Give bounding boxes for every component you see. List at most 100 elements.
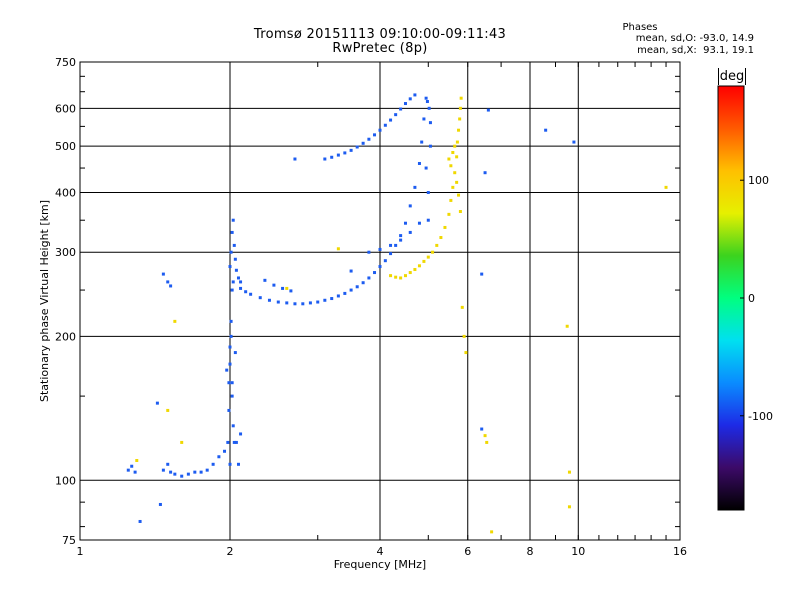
data-point — [408, 230, 412, 234]
data-point — [428, 144, 432, 148]
data-point — [367, 137, 371, 141]
data-point — [233, 351, 237, 355]
data-point — [349, 148, 353, 152]
data-point — [460, 305, 464, 309]
x-tick-label: 16 — [673, 545, 687, 558]
data-point — [453, 144, 457, 148]
data-point — [426, 218, 430, 222]
data-point — [422, 117, 426, 121]
data-point — [458, 117, 462, 121]
data-point — [403, 221, 407, 225]
data-point — [408, 97, 412, 101]
data-point — [330, 297, 334, 301]
data-point — [228, 265, 232, 269]
data-point — [378, 247, 382, 251]
data-point — [336, 294, 340, 298]
data-point — [447, 157, 451, 161]
data-point — [455, 180, 459, 184]
data-point — [211, 462, 215, 466]
data-point — [180, 440, 184, 444]
y-tick-label: 500 — [55, 140, 76, 153]
y-tick-label: 75 — [62, 534, 76, 547]
data-point — [228, 362, 232, 366]
data-point — [166, 280, 170, 284]
data-point — [399, 107, 403, 111]
data-point — [455, 155, 459, 159]
data-point — [169, 284, 173, 288]
data-point — [435, 243, 439, 247]
colorbar-tick-label: 0 — [748, 292, 755, 305]
phases-stats-x: mean, sd,X: 93.1, 19.1 — [637, 45, 754, 56]
phases-stats-o: mean, sd,O: -93.0, 14.9 — [635, 33, 754, 44]
data-point — [458, 210, 462, 214]
data-point — [480, 427, 484, 431]
data-point — [276, 300, 280, 304]
data-point — [394, 275, 398, 279]
data-point — [399, 234, 403, 238]
data-point — [258, 296, 262, 300]
data-point — [138, 519, 142, 523]
data-point — [336, 153, 340, 157]
y-tick-label: 200 — [55, 330, 76, 343]
data-point — [425, 100, 429, 104]
y-tick-label: 600 — [55, 102, 76, 115]
data-point — [229, 319, 233, 323]
data-point — [263, 278, 267, 282]
series-x — [135, 96, 668, 534]
phases-stats-title: Phases — [622, 22, 658, 33]
data-point — [316, 300, 320, 304]
data-point — [367, 250, 371, 254]
data-point — [453, 171, 457, 175]
data-point — [383, 259, 387, 263]
data-point — [567, 470, 571, 474]
data-point — [330, 155, 334, 159]
data-point — [293, 157, 297, 161]
data-point — [389, 243, 393, 247]
data-point — [249, 292, 253, 296]
data-point — [413, 93, 417, 97]
data-point — [155, 401, 159, 405]
data-point — [293, 302, 297, 306]
data-point — [408, 271, 412, 275]
data-point — [227, 408, 231, 412]
data-point — [230, 381, 234, 385]
data-point — [373, 271, 377, 275]
data-point — [161, 468, 165, 472]
data-point — [664, 185, 668, 189]
data-point — [447, 212, 451, 216]
data-series — [126, 93, 668, 534]
data-point — [408, 204, 412, 208]
data-point — [301, 302, 305, 306]
data-point — [234, 268, 238, 272]
data-point — [544, 128, 548, 132]
y-axis-ticks: 75 100 200 300 400 500 600 750 — [55, 56, 680, 547]
data-point — [490, 530, 494, 534]
x-tick-label: 4 — [377, 545, 384, 558]
data-point — [227, 381, 231, 385]
colorbar-unit: deg — [718, 68, 746, 85]
y-tick-label: 750 — [55, 56, 76, 69]
data-point — [231, 424, 235, 428]
x-axis-ticks: 1 2 4 6 8 10 16 — [77, 62, 687, 558]
data-point — [336, 247, 340, 251]
data-point — [323, 298, 327, 302]
data-point — [308, 301, 312, 305]
data-point — [166, 462, 170, 466]
data-point — [431, 250, 435, 254]
y-axis-label: Stationary phase Virtual Height [km] — [38, 200, 51, 402]
data-point — [281, 286, 285, 290]
data-point — [285, 286, 289, 290]
data-point — [232, 440, 236, 444]
chart-subtitle: RwPretec (8p) — [332, 41, 428, 56]
data-point — [169, 470, 173, 474]
data-point — [323, 157, 327, 161]
x-tick-label: 8 — [527, 545, 534, 558]
data-point — [289, 289, 293, 293]
data-point — [572, 140, 576, 144]
data-point — [349, 269, 353, 273]
data-point — [186, 472, 190, 476]
colorbar — [717, 85, 745, 511]
data-point — [417, 221, 421, 225]
